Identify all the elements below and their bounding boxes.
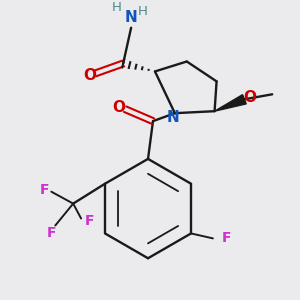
Text: H: H	[111, 1, 121, 14]
Text: F: F	[222, 231, 232, 245]
Text: O: O	[243, 90, 256, 105]
Text: N: N	[167, 110, 179, 125]
Polygon shape	[214, 95, 246, 111]
Text: H: H	[138, 5, 148, 18]
Text: F: F	[84, 214, 94, 227]
Text: N: N	[125, 10, 137, 25]
Text: F: F	[40, 183, 49, 197]
Text: F: F	[46, 226, 56, 240]
Text: O: O	[113, 100, 126, 115]
Text: O: O	[83, 68, 96, 83]
